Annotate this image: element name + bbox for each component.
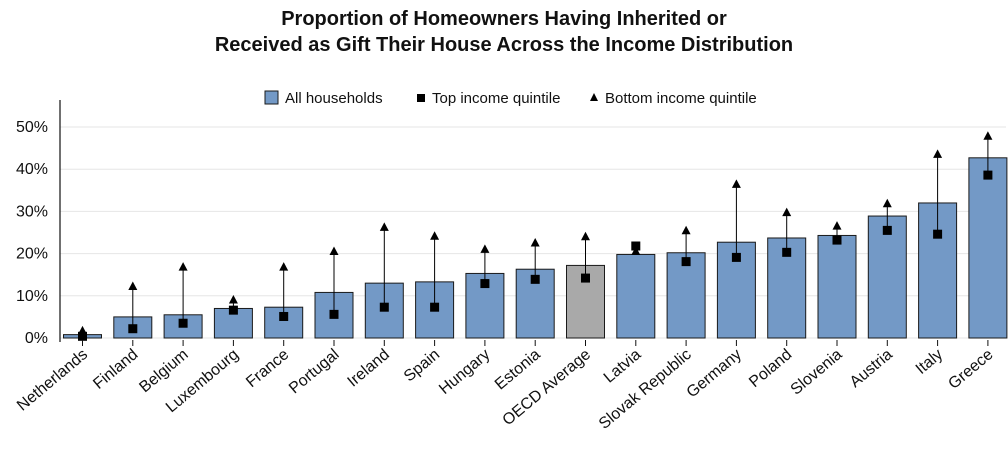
x-tick-label-10: OECD Average [500,346,595,429]
top-quintile-marker-15 [832,235,842,245]
bottom-quintile-marker-13 [731,179,741,188]
bar-12 [666,252,706,339]
top-quintile-marker-3 [228,305,238,315]
bottom-quintile-marker-7 [430,231,440,240]
top-quintile-marker-7 [430,302,440,312]
top-quintile-marker-8 [480,279,490,289]
bottom-quintile-marker-14 [782,207,792,217]
top-quintile-marker-5 [329,309,339,319]
top-quintile-marker-11 [631,241,641,251]
top-quintile-marker-12 [681,257,691,267]
chart-title: Proportion of Homeowners Having Inherite… [0,6,1008,58]
chart-title-line-1: Proportion of Homeowners Having Inherite… [281,8,727,30]
y-tick-label-3: 30% [16,203,48,220]
legend-bottom-quintile-label: Bottom income quintile [605,90,757,107]
top-quintile-marker-6 [379,302,389,312]
bottom-quintile-marker-9 [530,238,540,247]
x-tick-label-18: Greece [945,346,996,393]
bottom-quintile-marker-8 [480,244,490,253]
legend-all-households-swatch [264,90,279,105]
top-quintile-marker-0 [78,331,87,341]
legend-all-households-label: All households [285,90,383,107]
bottom-quintile-marker-18 [983,131,993,140]
top-quintile-marker-10 [581,273,590,283]
bar-15 [817,234,857,339]
top-quintile-marker-1 [128,324,138,334]
top-quintile-marker-2 [178,318,188,328]
bottom-quintile-marker-3 [228,295,238,304]
bottom-quintile-marker-11 [631,246,641,255]
top-quintile-marker-4 [279,311,289,321]
bottom-quintile-marker-10 [581,231,590,241]
chart-title-line-2: Received as Gift Their House Across the … [214,34,794,56]
y-tick-label-5: 50% [16,119,48,136]
bar-16 [867,215,907,339]
bottom-quintile-marker-2 [178,262,188,271]
x-tick-label-0: Netherlands [14,346,91,414]
legend-bottom-quintile-swatch [590,93,598,101]
bottom-quintile-marker-15 [832,221,842,230]
x-tick-label-17: Italy [913,346,946,378]
top-quintile-marker-18 [983,170,993,180]
top-quintile-marker-17 [933,229,943,239]
bottom-quintile-marker-16 [882,198,892,208]
top-quintile-marker-9 [530,274,540,284]
x-tick-label-1: Finland [90,346,141,393]
bottom-quintile-marker-12 [681,225,691,235]
bar-18 [968,157,1008,339]
x-tick-label-5: Portugal [286,346,343,397]
y-tick-label-4: 40% [16,161,48,178]
y-tick-label-0: 0% [25,330,48,347]
y-tick-label-2: 20% [16,246,48,263]
x-tick-label-16: Austria [847,346,896,391]
bottom-quintile-marker-4 [279,262,289,271]
top-quintile-marker-16 [882,225,892,235]
bottom-quintile-marker-0 [78,325,87,335]
x-tick-label-11: Latvia [601,346,645,387]
x-tick-label-12: Slovak Republic [596,346,695,433]
y-tick-label-1: 10% [16,288,48,305]
top-quintile-marker-14 [782,247,792,257]
bar-11 [616,253,656,339]
legend-top-quintile-swatch [417,94,425,102]
legend-top-quintile-label: Top income quintile [432,90,560,107]
x-tick-label-15: Slovenia [788,346,846,399]
top-quintile-marker-13 [731,252,741,262]
x-tick-label-6: Ireland [344,346,392,390]
x-tick-label-7: Spain [401,346,443,385]
bottom-quintile-marker-17 [933,149,943,158]
bottom-quintile-marker-6 [379,222,389,231]
bottom-quintile-marker-1 [128,281,138,291]
x-tick-label-13: Germany [684,346,745,401]
bottom-quintile-marker-5 [329,246,339,255]
x-tick-label-8: Hungary [436,346,493,398]
